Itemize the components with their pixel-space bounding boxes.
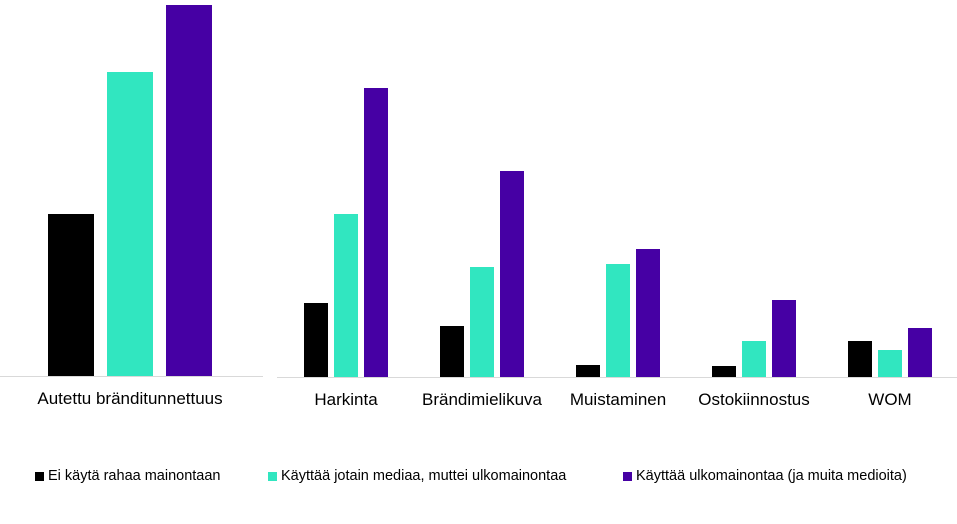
bar — [48, 214, 94, 376]
legend-label: Ei käytä rahaa mainontaan — [48, 468, 221, 484]
bar — [878, 350, 902, 377]
bar — [742, 341, 766, 377]
chart-legend: Ei käytä rahaa mainontaan Käyttää jotain… — [0, 468, 957, 490]
bar — [334, 214, 358, 377]
bar — [772, 300, 796, 377]
x-axis-category-label: Brändimielikuva — [422, 390, 542, 409]
bar — [712, 366, 736, 377]
bar — [107, 72, 153, 376]
legend-item-other-media: Käyttää jotain mediaa, muttei ulkomainon… — [268, 468, 566, 484]
bar — [470, 267, 494, 377]
legend-swatch-purple — [623, 471, 632, 481]
legend-label: Käyttää ulkomainontaa (ja muita medioita… — [636, 468, 907, 484]
bar — [364, 88, 388, 377]
bar — [848, 341, 872, 377]
bar — [908, 328, 932, 377]
x-axis-category-label: Harkinta — [314, 390, 378, 409]
legend-label: Käyttää jotain mediaa, muttei ulkomainon… — [281, 468, 567, 484]
bar — [166, 5, 212, 376]
x-axis-category-label: Muistaminen — [569, 390, 667, 409]
x-axis-baseline — [0, 376, 263, 377]
x-axis-baseline — [277, 377, 957, 378]
bar — [576, 365, 600, 377]
bar — [500, 171, 524, 377]
x-axis-category-label: Autettu bränditunnettuus — [37, 389, 223, 408]
x-axis-category-label: Ostokiinnostus — [698, 390, 810, 409]
bar — [636, 249, 660, 377]
legend-item-no-ad-spend: Ei käytä rahaa mainontaan — [35, 468, 221, 484]
legend-swatch-black — [35, 471, 44, 481]
bar — [606, 264, 630, 377]
legend-swatch-teal — [268, 471, 277, 481]
x-axis-category-label: WOM — [868, 390, 912, 409]
legend-item-outdoor-ads: Käyttää ulkomainontaa (ja muita medioita… — [623, 468, 907, 484]
bar — [304, 303, 328, 377]
bar — [440, 326, 464, 377]
